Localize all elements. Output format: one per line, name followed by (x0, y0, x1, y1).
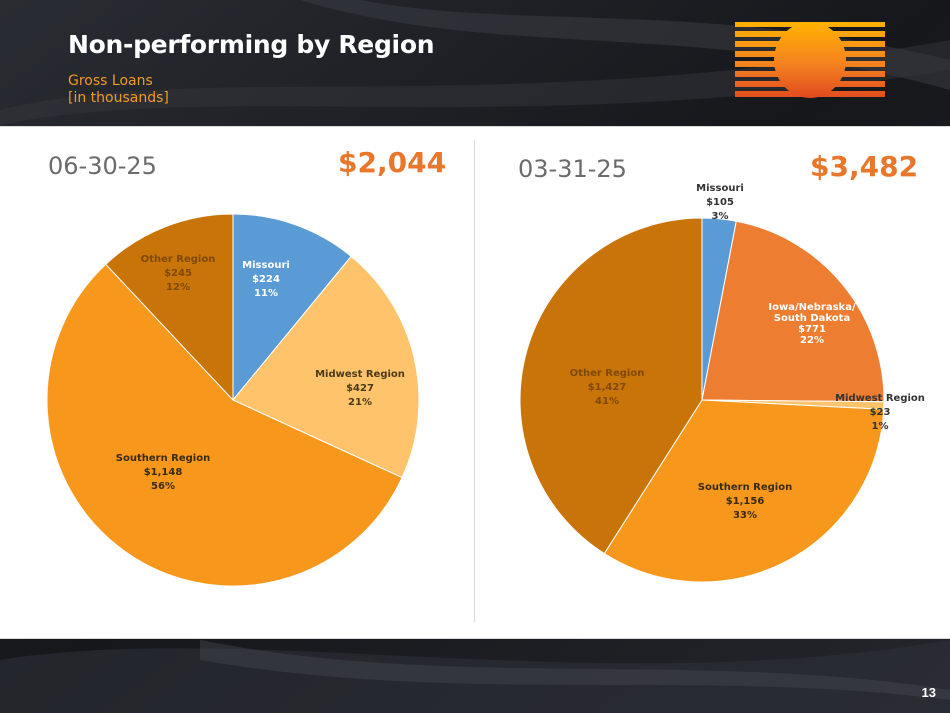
pie1-slice-missouri (232, 213, 352, 402)
page-number: 13 (921, 685, 936, 700)
right-chart-date: 03-31-25 (518, 155, 627, 183)
subtitle-gross-loans: Gross Loans (68, 73, 153, 89)
pie2-label-other-region: Other Region $1,427 41% (570, 368, 645, 407)
pie1-slice-southern-region (46, 263, 403, 587)
pie2-label-iowa-nebraska-south-dakota: Iowa/Nebraska/South Dakota $771 22% (768, 302, 856, 346)
right-chart-total: $3,482 (810, 150, 919, 183)
pie1-label-missouri: Missouri $224 11% (242, 260, 290, 299)
pie1-slice-midwest-region (232, 255, 420, 479)
pie2-label-midwest-region: Midwest Region $23 1% (835, 393, 925, 432)
panel-divider (474, 140, 475, 622)
pie1-label-other-region: Other Region $245 12% (141, 254, 216, 293)
left-chart-total: $2,044 (338, 146, 447, 179)
page-title: Non-performing by Region (68, 30, 435, 59)
pie1-slice-other-region (105, 213, 234, 402)
left-chart-date: 06-30-25 (48, 152, 157, 180)
pie2-label-missouri: Missouri $105 3% (696, 183, 744, 222)
pie2-label-southern-region: Southern Region $1,156 33% (698, 482, 792, 521)
subtitle-units: [in thousands] (68, 90, 169, 106)
pie1-label-southern-region: Southern Region $1,148 56% (116, 453, 210, 492)
pie1-label-midwest-region: Midwest Region $427 21% (315, 369, 405, 408)
pie2-slice-southern-region (603, 399, 885, 583)
pie2-slice-other-region (519, 217, 703, 555)
page-subtitle: Gross Loans [in thousands] (68, 73, 169, 107)
company-logo-icon (735, 22, 885, 98)
pie2-slice-iowa-nebraska-south-dakota (701, 220, 885, 403)
